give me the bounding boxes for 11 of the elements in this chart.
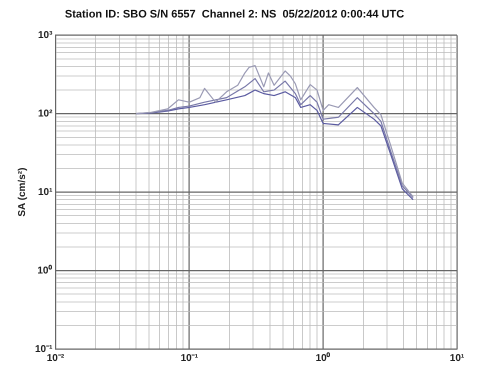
x-tick-label: 10⁻¹ <box>180 352 199 364</box>
x-tick-label: 10¹ <box>450 352 465 364</box>
y-tick-label: 10⁻¹ <box>35 344 54 355</box>
chart-title: Station ID: SBO S/N 6557 Channel 2: NS 05/22/2012 0:00:44 UTC <box>64 8 404 21</box>
y-tick-label: 10⁰ <box>37 264 52 276</box>
y-axis-title: SA (cm/s²) <box>16 168 28 217</box>
x-tick-label: 10⁻² <box>46 352 65 364</box>
y-tick-label: 10¹ <box>38 186 54 198</box>
x-tick-label: 10⁰ <box>316 352 331 364</box>
y-tick-label: 10³ <box>38 30 54 41</box>
y-tick-label: 10² <box>38 108 54 120</box>
